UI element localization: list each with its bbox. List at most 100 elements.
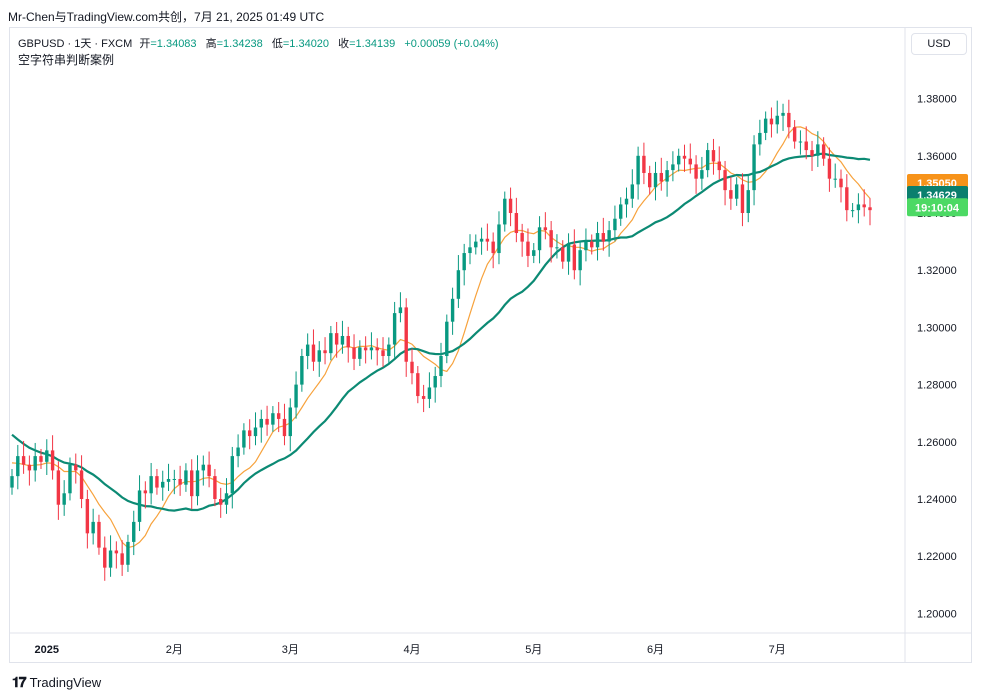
candle-body [39,456,43,462]
high-label: 高 [205,38,217,50]
x-tick-label: 2月 [166,644,183,656]
close-value: =1.34139 [349,38,396,50]
candle-body [410,361,414,374]
candle-body [700,170,704,179]
close-label: 收 [338,38,350,50]
candle-body [688,158,692,165]
candle-body [294,384,298,408]
candle-body [305,344,310,357]
candle-body [16,456,20,477]
candle-body [619,204,623,219]
candle-body [595,233,600,248]
candle-body [653,172,658,188]
change-value: +0.00059 (+0.04%) [404,38,499,50]
footer: 𝟏𝟕 TradingView [12,674,101,691]
candle-body [781,112,785,116]
x-tick-label: 7月 [769,644,786,656]
candle-body [479,238,484,242]
candle-body [68,464,72,494]
candle-body [508,198,513,214]
candle-body [648,172,652,188]
candle-body [532,250,536,256]
candle-body [259,418,263,428]
y-tick-label: 1.36000 [917,151,957,163]
candle-body [445,321,449,357]
candle-body [207,464,211,477]
open-label: 开 [139,38,151,50]
y-tick-label: 1.28000 [917,380,957,392]
candle-body [375,347,379,351]
candle-body [427,387,432,399]
candle-body [740,184,745,214]
candle-body [821,144,826,159]
y-tick-label: 1.20000 [917,608,957,620]
candle-body [219,499,223,505]
x-tick-label: 5月 [525,644,542,656]
candle-body [346,335,350,348]
candle-body [398,307,403,314]
candle-body [630,184,635,199]
y-tick-label: 1.26000 [917,437,957,449]
y-tick-label: 1.38000 [917,94,957,106]
candle-body [439,356,443,377]
candle-body [392,313,397,345]
candle-body [758,132,762,145]
candle-body [21,456,26,465]
candle-body [769,118,774,125]
candle-body [462,253,466,271]
candle-body [45,450,49,462]
candle-body [352,347,356,359]
candle-body [74,464,78,471]
candle-body [624,198,629,205]
footer-brand[interactable]: TradingView [29,675,102,690]
candle-body [555,247,559,249]
candle-body [253,427,258,437]
candle-body [282,418,287,437]
candle-body [155,476,159,488]
candle-body [474,241,478,248]
symbol-name[interactable]: GBPUSD · 1天 · FXCM [18,38,133,50]
candle-body [381,350,385,357]
candle-body [79,470,84,500]
candle-body [334,333,339,345]
candle-body [433,376,437,388]
candle-body [711,150,716,162]
candle-body [792,127,797,142]
candle-body [85,499,90,534]
candle-body [566,244,571,262]
candle-body [329,333,333,354]
candle-body [387,344,391,357]
candle-body [642,155,646,173]
candle-body [601,233,606,242]
candle-body [590,241,594,248]
currency-button[interactable]: USD [911,33,967,55]
candle-body [561,247,565,262]
candle-body [816,144,820,156]
candle-body [804,141,808,151]
tradingview-logo-icon[interactable]: 𝟏𝟕 [12,674,27,690]
candle-body [752,144,756,191]
candle-body [126,541,130,565]
candle-body [705,150,710,171]
y-tick-label: 1.22000 [917,551,957,563]
candle-body [103,547,107,568]
candle-body [636,155,640,185]
candle-body [62,493,66,505]
candle-body [485,238,490,242]
candle-body [230,456,234,494]
candle-body [143,490,148,494]
candle-body [416,373,420,397]
candle-body [404,307,408,362]
candle-body [468,247,472,254]
candle-body [868,207,872,211]
candle-body [676,155,681,165]
candle-body [50,450,55,471]
candle-body [33,456,37,471]
candle-body [839,178,843,188]
symbol-info-line: GBPUSD · 1天 · FXCM 开=1.34083 高=1.34238 低… [18,35,505,51]
chart-frame [9,27,972,663]
candle-body [729,190,733,199]
candle-body [132,521,136,542]
y-tick-label: 1.30000 [917,322,957,334]
